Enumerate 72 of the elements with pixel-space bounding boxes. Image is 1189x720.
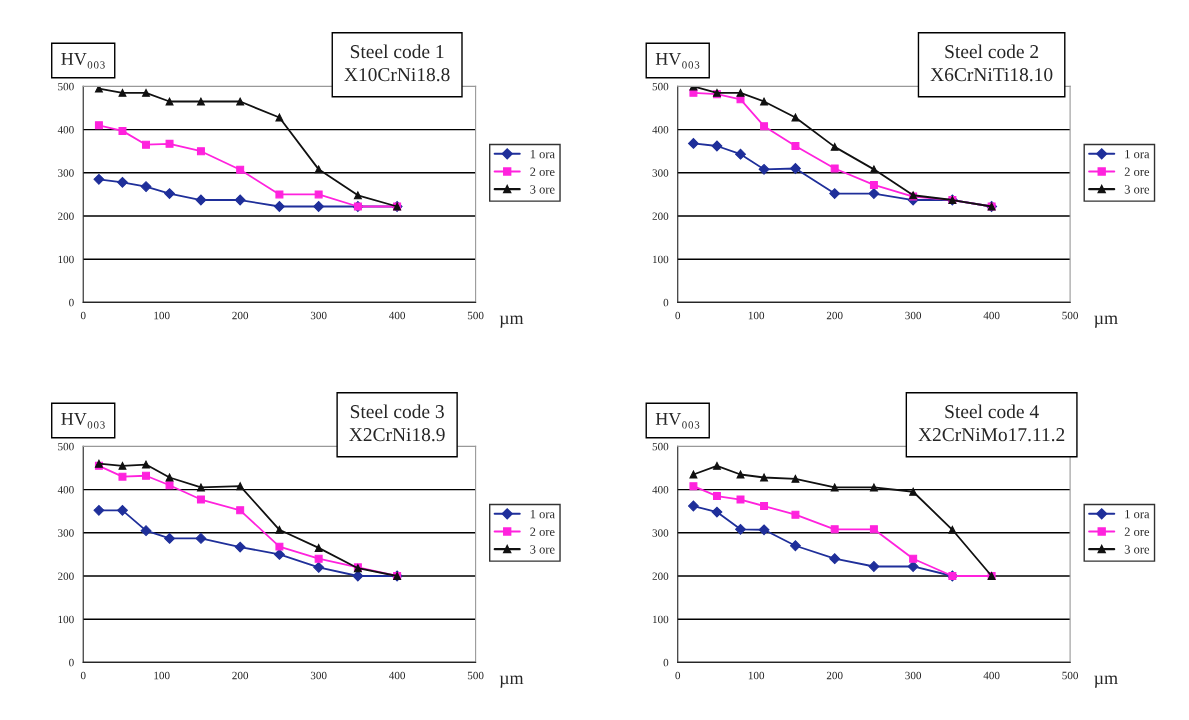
x-tick-label: 500 xyxy=(1062,671,1079,680)
x-axis-title: µm xyxy=(499,315,524,328)
y-tick-label: 300 xyxy=(58,169,74,177)
legend-label: 3 ore xyxy=(1124,545,1150,554)
y-tick-label: 400 xyxy=(652,486,669,494)
y-axis-title: HV₀₀₃ xyxy=(61,413,105,429)
chart-title: Steel code 2 X6CrNiTi18.10 xyxy=(930,44,1053,82)
y-tick-label: 200 xyxy=(58,212,74,220)
x-tick-label: 400 xyxy=(389,671,406,680)
y-tick-label: 0 xyxy=(663,658,669,667)
x-tick-label: 300 xyxy=(905,671,922,680)
y-tick-label: 0 xyxy=(69,658,74,667)
y-tick-label: 500 xyxy=(652,82,669,91)
y-tick-label: 300 xyxy=(652,529,669,537)
y-tick-label: 300 xyxy=(58,529,74,537)
y-tick-label: 200 xyxy=(652,572,669,580)
legend-label: 3 ore xyxy=(530,185,555,194)
legend-label: 1 ora xyxy=(1125,509,1150,519)
chart-title: Steel code 3 X2CrNi18.9 xyxy=(349,404,445,442)
x-tick-label: 300 xyxy=(905,311,922,320)
x-tick-label: 0 xyxy=(675,311,681,320)
legend-label: 2 ore xyxy=(1124,167,1150,176)
legend-label: 3 ore xyxy=(530,545,555,554)
x-tick-label: 200 xyxy=(232,311,249,320)
y-tick-label: 400 xyxy=(57,486,74,494)
x-tick-label: 500 xyxy=(1062,311,1079,320)
x-tick-label: 100 xyxy=(154,311,170,320)
x-tick-label: 500 xyxy=(467,671,484,680)
legend-label: 2 ore xyxy=(530,527,555,536)
y-tick-label: 100 xyxy=(58,255,74,264)
y-axis-title: HV₀₀₃ xyxy=(655,413,700,429)
x-tick-label: 100 xyxy=(154,671,170,680)
x-tick-label: 100 xyxy=(748,671,765,680)
x-tick-label: 200 xyxy=(232,671,249,680)
x-tick-label: 500 xyxy=(467,311,484,320)
x-axis-title: µm xyxy=(1094,315,1118,328)
x-tick-label: 300 xyxy=(310,671,327,680)
chart-title: Steel code 4 X2CrNiMo17.11.2 xyxy=(918,404,1065,442)
x-axis-title: µm xyxy=(499,675,524,688)
x-tick-label: 0 xyxy=(80,311,86,320)
x-tick-label: 200 xyxy=(826,311,843,320)
y-tick-label: 400 xyxy=(652,126,669,134)
legend-label: 2 ore xyxy=(1124,527,1150,536)
y-tick-label: 100 xyxy=(653,615,669,624)
y-axis-title: HV₀₀₃ xyxy=(655,53,700,69)
y-axis-title: HV₀₀₃ xyxy=(61,53,105,69)
y-tick-label: 0 xyxy=(69,298,74,307)
chart-title: Steel code 1 X10CrNi18.8 xyxy=(344,44,450,82)
x-tick-label: 200 xyxy=(826,671,843,680)
x-tick-label: 400 xyxy=(389,311,406,320)
x-tick-label: 400 xyxy=(983,671,1000,680)
x-tick-label: 400 xyxy=(983,311,1000,320)
y-tick-label: 200 xyxy=(58,572,74,580)
x-tick-label: 0 xyxy=(675,671,681,680)
y-tick-label: 100 xyxy=(653,255,669,264)
y-tick-label: 500 xyxy=(652,442,669,451)
y-tick-label: 0 xyxy=(663,298,669,307)
legend-label: 1 ora xyxy=(530,149,555,159)
legend-label: 3 ore xyxy=(1124,185,1150,194)
y-tick-label: 100 xyxy=(58,615,74,624)
x-axis-title: µm xyxy=(1094,675,1118,688)
y-tick-label: 300 xyxy=(652,169,669,177)
y-tick-label: 500 xyxy=(58,442,74,451)
x-tick-label: 100 xyxy=(748,311,765,320)
y-tick-label: 400 xyxy=(57,126,74,134)
x-tick-label: 300 xyxy=(310,311,327,320)
x-tick-label: 0 xyxy=(80,671,86,680)
legend-label: 1 ora xyxy=(1125,149,1150,159)
legend-label: 2 ore xyxy=(530,167,555,176)
y-tick-label: 200 xyxy=(652,212,669,220)
legend-label: 1 ora xyxy=(530,509,555,519)
y-tick-label: 500 xyxy=(58,82,74,91)
